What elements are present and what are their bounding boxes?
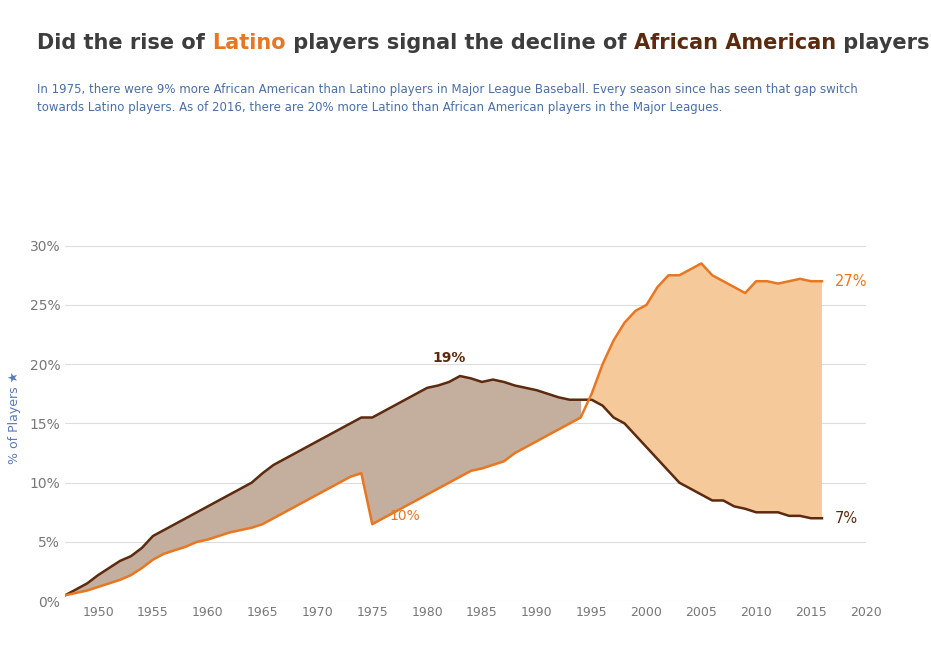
Text: African American: African American [634,33,836,53]
Text: 27%: 27% [835,274,868,289]
Text: 19%: 19% [432,351,466,365]
Y-axis label: % of Players ★: % of Players ★ [8,371,21,464]
Text: players?: players? [836,33,931,53]
Text: In 1975, there were 9% more African American than Latino players in Major League: In 1975, there were 9% more African Amer… [37,84,858,114]
Text: 7%: 7% [835,511,858,526]
Text: Did the rise of: Did the rise of [37,33,212,53]
Text: players signal the decline of: players signal the decline of [286,33,634,53]
Text: 10%: 10% [390,509,421,523]
Text: Latino: Latino [212,33,286,53]
